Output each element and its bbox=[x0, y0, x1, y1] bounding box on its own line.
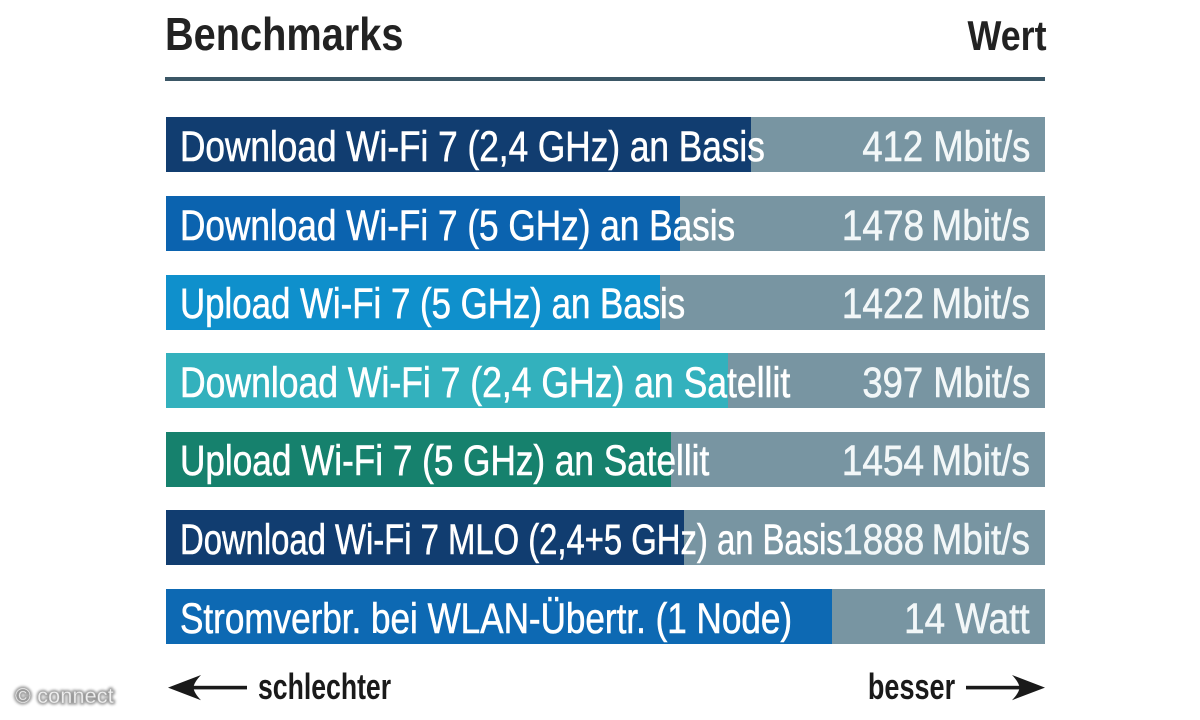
svg-text:© connect: © connect bbox=[15, 684, 114, 708]
svg-text:© connect: © connect bbox=[15, 684, 114, 708]
